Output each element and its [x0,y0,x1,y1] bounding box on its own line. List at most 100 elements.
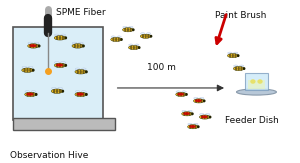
Ellipse shape [176,92,187,96]
Ellipse shape [62,63,64,67]
Ellipse shape [234,54,237,58]
Ellipse shape [189,125,196,128]
Ellipse shape [243,67,245,70]
Ellipse shape [120,38,123,41]
Ellipse shape [203,99,206,102]
Ellipse shape [145,34,147,38]
Ellipse shape [85,93,88,96]
Ellipse shape [206,115,208,119]
Ellipse shape [123,26,127,28]
Ellipse shape [147,34,149,38]
Ellipse shape [194,125,197,129]
Ellipse shape [138,46,141,49]
Ellipse shape [76,70,79,74]
Bar [245,73,268,90]
Ellipse shape [59,89,61,93]
Ellipse shape [79,42,83,44]
Ellipse shape [56,36,58,40]
Text: 100 m: 100 m [148,63,176,72]
Ellipse shape [111,36,116,38]
Ellipse shape [140,34,151,38]
Ellipse shape [22,68,33,72]
Ellipse shape [228,52,232,54]
Ellipse shape [53,89,55,93]
Ellipse shape [26,93,34,96]
Ellipse shape [29,68,32,72]
Ellipse shape [72,42,77,44]
Ellipse shape [23,68,26,72]
Ellipse shape [204,115,206,119]
Ellipse shape [76,44,79,48]
Ellipse shape [38,44,40,47]
Ellipse shape [188,125,198,129]
Ellipse shape [188,123,192,125]
Ellipse shape [238,67,240,71]
Ellipse shape [80,92,82,96]
Ellipse shape [200,97,204,99]
Ellipse shape [75,92,86,97]
Ellipse shape [183,92,185,96]
Ellipse shape [209,116,211,119]
Ellipse shape [200,99,202,103]
Ellipse shape [26,68,29,72]
Ellipse shape [201,115,208,118]
Ellipse shape [52,87,56,89]
Ellipse shape [183,112,190,115]
Ellipse shape [177,93,184,96]
Ellipse shape [257,79,263,84]
Ellipse shape [61,61,65,63]
Ellipse shape [74,44,76,48]
Ellipse shape [35,44,38,48]
Ellipse shape [229,54,231,58]
Ellipse shape [234,65,238,67]
Ellipse shape [128,45,139,50]
Ellipse shape [82,44,85,47]
Ellipse shape [180,92,182,96]
Ellipse shape [186,112,188,116]
Ellipse shape [129,44,133,46]
Ellipse shape [198,99,200,103]
Ellipse shape [236,89,276,95]
Ellipse shape [34,42,39,44]
Ellipse shape [59,36,61,40]
Ellipse shape [130,46,132,50]
Ellipse shape [135,46,138,50]
Ellipse shape [189,125,191,129]
Ellipse shape [142,34,144,38]
Ellipse shape [129,26,133,28]
Ellipse shape [56,64,63,67]
Ellipse shape [237,54,239,57]
Ellipse shape [22,66,27,68]
Ellipse shape [240,67,242,71]
Ellipse shape [82,70,85,74]
Ellipse shape [56,89,58,93]
Ellipse shape [135,44,139,46]
Ellipse shape [61,34,65,36]
Ellipse shape [28,66,33,68]
Ellipse shape [32,69,34,72]
Ellipse shape [115,37,117,41]
Ellipse shape [81,68,86,70]
Ellipse shape [232,54,234,58]
Ellipse shape [191,112,194,115]
Ellipse shape [195,99,202,102]
Ellipse shape [80,44,82,48]
Ellipse shape [200,113,204,115]
Ellipse shape [200,115,210,119]
Ellipse shape [28,42,33,44]
Ellipse shape [82,92,85,96]
Ellipse shape [250,79,256,84]
Ellipse shape [233,67,244,71]
Ellipse shape [26,92,29,96]
Ellipse shape [182,110,186,112]
Ellipse shape [127,28,129,32]
Ellipse shape [32,92,34,96]
Ellipse shape [140,33,145,35]
Ellipse shape [75,91,80,93]
Ellipse shape [123,28,133,32]
Ellipse shape [62,36,64,40]
Ellipse shape [194,123,198,125]
Ellipse shape [72,44,83,48]
Ellipse shape [35,93,38,96]
Ellipse shape [188,110,192,112]
